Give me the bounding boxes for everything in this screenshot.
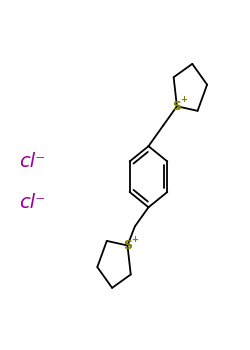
Text: +: + bbox=[131, 235, 138, 244]
Text: cl⁻: cl⁻ bbox=[19, 193, 45, 212]
Text: S: S bbox=[123, 239, 132, 252]
Text: S: S bbox=[172, 100, 182, 113]
Text: cl⁻: cl⁻ bbox=[19, 152, 45, 170]
Text: +: + bbox=[180, 96, 187, 105]
